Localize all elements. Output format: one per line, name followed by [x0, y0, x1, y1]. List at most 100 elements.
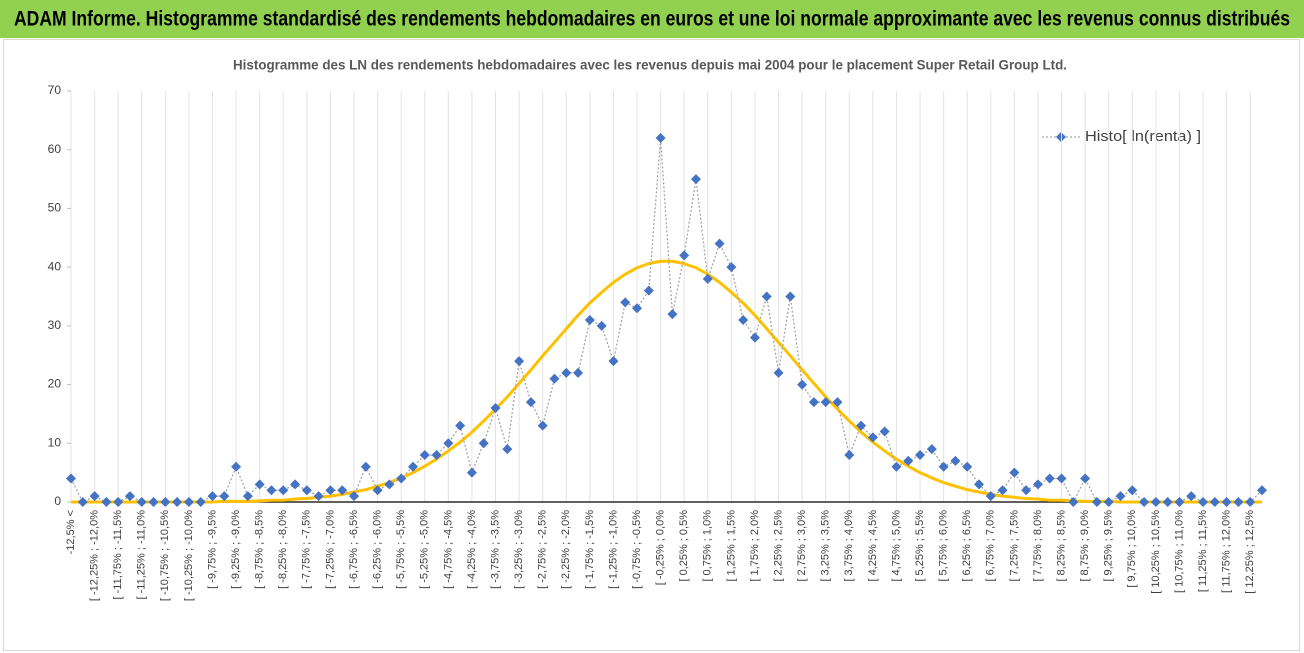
- data-point: [584, 314, 595, 325]
- data-point: [1198, 497, 1209, 507]
- data-point: [973, 479, 984, 490]
- legend-label: Histo[ ln(renta) ]: [1085, 128, 1201, 145]
- x-tick-label: [ 8,75% ; 9,0%: [1079, 510, 1091, 582]
- data-point: [1257, 485, 1267, 496]
- y-tick-label: 70: [48, 83, 62, 97]
- data-point: [950, 455, 961, 466]
- x-tick-label: [ -4,75% ; -4,5%: [442, 510, 454, 589]
- x-tick-label: [ -2,25% ; -2,0%: [560, 510, 572, 589]
- x-tick-label: [ -11,75% ; -11,5%: [112, 510, 124, 600]
- x-tick-label: [ 2,75% ; 3,0%: [796, 510, 808, 582]
- data-point: [1139, 497, 1150, 507]
- data-point: [1233, 497, 1244, 507]
- data-point: [785, 291, 796, 302]
- data-point: [478, 438, 489, 449]
- x-tick-label: [ 7,25% ; 7,5%: [1008, 510, 1020, 582]
- x-tick-label: [ 6,75% ; 7,0%: [985, 510, 997, 582]
- x-tick-label: [ 11,75% ; 12,0%: [1221, 510, 1233, 593]
- x-tick-label: -12,5% <: [65, 510, 77, 554]
- data-point: [832, 397, 843, 408]
- data-point: [1245, 497, 1256, 507]
- data-point: [915, 450, 926, 461]
- data-point: [231, 461, 242, 472]
- data-point: [1221, 497, 1232, 507]
- x-tick-label: [ -3,75% ; -3,5%: [489, 510, 501, 589]
- y-tick-label: 30: [48, 318, 62, 332]
- x-tick-label: [ -2,75% ; -2,5%: [537, 510, 549, 589]
- data-point: [1032, 479, 1043, 490]
- data-point: [325, 485, 336, 496]
- data-point: [1091, 497, 1102, 507]
- legend: Histo[ ln(renta) ]: [1042, 128, 1201, 145]
- data-point: [207, 491, 218, 502]
- data-point: [537, 420, 548, 431]
- data-point: [77, 497, 88, 507]
- data-point: [372, 485, 383, 496]
- x-tick-label: [ -3,25% ; -3,0%: [513, 510, 525, 589]
- chart-title: Histogramme des LN des rendements hebdom…: [233, 57, 1067, 73]
- data-point: [903, 455, 914, 466]
- data-point: [1115, 491, 1126, 502]
- x-tick-label: [ -4,25% ; -4,0%: [466, 510, 478, 589]
- data-point: [808, 397, 819, 408]
- data-point: [1080, 473, 1091, 484]
- data-point: [702, 273, 713, 284]
- data-point: [844, 450, 855, 461]
- data-point: [667, 309, 678, 320]
- y-tick-label: 10: [48, 435, 62, 449]
- data-point: [136, 497, 147, 507]
- x-tick-label: [ 0,25% ; 0,5%: [678, 510, 690, 582]
- x-tick-label: [ 5,75% ; 6,0%: [938, 510, 950, 582]
- series-line: [71, 259, 1262, 504]
- x-tick-label: [ 1,75% ; 2,0%: [749, 510, 761, 582]
- data-point: [1162, 497, 1173, 507]
- x-tick-label: [ 9,75% ; 10,0%: [1126, 510, 1138, 588]
- x-tick-label: [ -8,25% ; -8,0%: [277, 510, 289, 589]
- x-tick-label: [ 12,25% ; 12,5%: [1244, 510, 1256, 594]
- x-tick-label: [ -5,75% ; -5,5%: [395, 510, 407, 589]
- data-point: [1021, 485, 1032, 496]
- data-point: [396, 473, 407, 484]
- data-point: [1127, 485, 1138, 496]
- data-point: [549, 373, 560, 384]
- data-point: [148, 497, 159, 507]
- data-point: [608, 356, 619, 367]
- data-point: [926, 444, 937, 455]
- data-point: [466, 467, 477, 478]
- data-point: [101, 497, 112, 507]
- data-point: [254, 479, 265, 490]
- x-tick-label: [ -5,25% ; -5,0%: [419, 510, 431, 589]
- data-point: [113, 497, 124, 507]
- data-point: [407, 461, 418, 472]
- data-point: [749, 332, 760, 343]
- data-point: [514, 356, 525, 367]
- data-point: [1044, 473, 1055, 484]
- data-point: [1009, 467, 1020, 478]
- data-point: [985, 491, 996, 502]
- data-point: [596, 320, 607, 331]
- x-tick-label: [ -11,25% ; -11,0%: [136, 510, 148, 600]
- data-point: [856, 420, 867, 431]
- data-point: [867, 432, 878, 443]
- y-tick-label: 40: [48, 259, 62, 273]
- data-point: [349, 491, 360, 502]
- data-point: [219, 491, 230, 502]
- x-tick-label: [ -12,25% ; -12,0%: [88, 510, 100, 601]
- data-point: [384, 479, 395, 490]
- data-point: [761, 291, 772, 302]
- data-point: [301, 485, 312, 496]
- data-point: [620, 297, 631, 308]
- y-tick-label: 0: [54, 494, 61, 508]
- data-point: [679, 250, 690, 261]
- data-point: [938, 461, 949, 472]
- data-point: [891, 461, 902, 472]
- data-point: [726, 262, 737, 273]
- x-tick-label: [ 11,25% ; 11,5%: [1197, 510, 1209, 592]
- data-point: [773, 367, 784, 378]
- data-point: [502, 444, 513, 455]
- data-point: [195, 497, 206, 507]
- data-point: [525, 397, 536, 408]
- x-tick-label: [ 1,25% ; 1,5%: [725, 510, 737, 582]
- data-point: [66, 473, 76, 484]
